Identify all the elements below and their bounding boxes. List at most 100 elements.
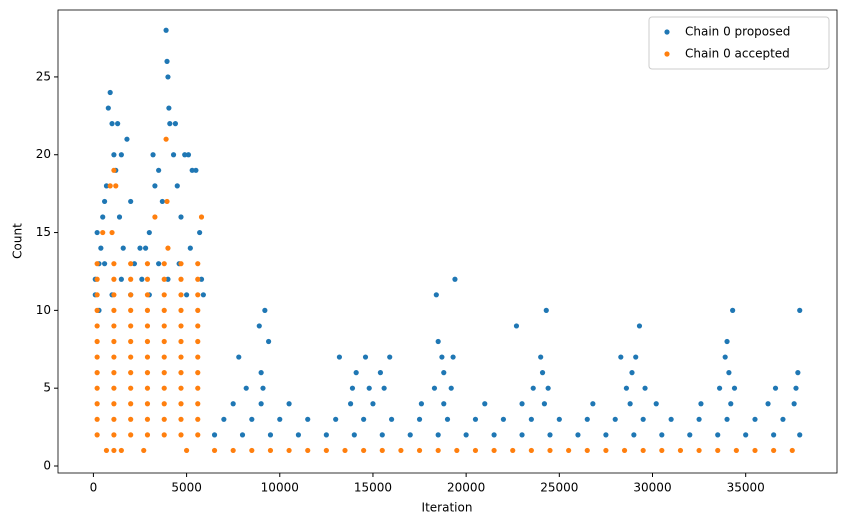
legend-box xyxy=(648,16,830,70)
point xyxy=(362,354,369,360)
point xyxy=(793,385,799,391)
point xyxy=(381,385,387,391)
point xyxy=(260,385,266,391)
point xyxy=(144,261,151,267)
point xyxy=(128,307,134,313)
point xyxy=(94,338,100,345)
point xyxy=(144,292,151,298)
point xyxy=(528,416,534,422)
point xyxy=(152,183,158,189)
point xyxy=(416,447,423,454)
point xyxy=(101,261,108,267)
point xyxy=(640,416,646,422)
point xyxy=(633,354,639,360)
point xyxy=(141,447,147,454)
point xyxy=(178,261,184,267)
point xyxy=(752,416,758,422)
point xyxy=(765,401,771,407)
y-tick-label: 0 xyxy=(43,458,51,472)
point xyxy=(195,370,201,376)
point xyxy=(566,447,572,454)
point xyxy=(590,401,596,407)
point xyxy=(118,152,124,158)
point xyxy=(165,276,171,282)
point xyxy=(547,432,553,438)
point xyxy=(107,183,113,189)
point xyxy=(144,432,151,438)
point xyxy=(243,385,249,391)
point xyxy=(491,447,497,454)
point xyxy=(286,447,292,454)
x-tick-label: 0 xyxy=(90,481,98,495)
point xyxy=(94,370,100,376)
point xyxy=(797,307,803,313)
point xyxy=(623,385,630,391)
point xyxy=(128,401,134,407)
point xyxy=(94,385,100,391)
point xyxy=(618,354,624,360)
point xyxy=(163,136,169,142)
x-tick-label: 15000 xyxy=(354,481,392,495)
point xyxy=(439,354,445,360)
x-tick-label: 10000 xyxy=(261,481,299,495)
point xyxy=(94,229,100,236)
point xyxy=(198,276,205,282)
point xyxy=(724,416,730,422)
point xyxy=(113,183,119,189)
point xyxy=(323,432,329,438)
point xyxy=(195,354,201,360)
series xyxy=(94,136,795,454)
point xyxy=(631,432,637,438)
point xyxy=(94,401,100,407)
point xyxy=(111,276,117,282)
point xyxy=(144,416,151,422)
point xyxy=(178,307,184,313)
point xyxy=(791,401,797,407)
point xyxy=(771,447,777,454)
point xyxy=(128,354,134,360)
point xyxy=(170,152,177,158)
point xyxy=(265,338,272,345)
point xyxy=(575,432,581,438)
point xyxy=(101,198,108,205)
point xyxy=(556,416,562,422)
point xyxy=(197,229,203,236)
point xyxy=(519,432,525,438)
point xyxy=(627,401,633,407)
point xyxy=(728,401,734,407)
point xyxy=(258,401,264,407)
point xyxy=(195,292,201,298)
point xyxy=(111,338,117,345)
point xyxy=(416,416,423,422)
point xyxy=(166,105,172,111)
x-tick-label: 25000 xyxy=(540,481,578,495)
point xyxy=(256,323,262,329)
point xyxy=(111,152,117,158)
point xyxy=(743,432,749,438)
point xyxy=(239,432,246,438)
point xyxy=(584,416,590,422)
point xyxy=(107,89,113,96)
point xyxy=(452,276,458,282)
point xyxy=(109,229,115,236)
point xyxy=(94,432,100,438)
point xyxy=(519,401,525,407)
point xyxy=(541,401,548,407)
point xyxy=(161,354,167,360)
point xyxy=(178,292,184,298)
point xyxy=(500,416,507,422)
point xyxy=(128,198,134,205)
point xyxy=(258,370,264,376)
point xyxy=(621,447,628,454)
point xyxy=(94,307,100,313)
point xyxy=(539,370,546,376)
point xyxy=(111,416,117,422)
point xyxy=(111,323,117,329)
point xyxy=(165,74,171,80)
point xyxy=(128,370,134,376)
point xyxy=(137,245,143,251)
point xyxy=(152,214,158,220)
legend-label: Chain 0 accepted xyxy=(685,47,790,61)
point xyxy=(716,385,723,391)
point xyxy=(94,261,100,267)
